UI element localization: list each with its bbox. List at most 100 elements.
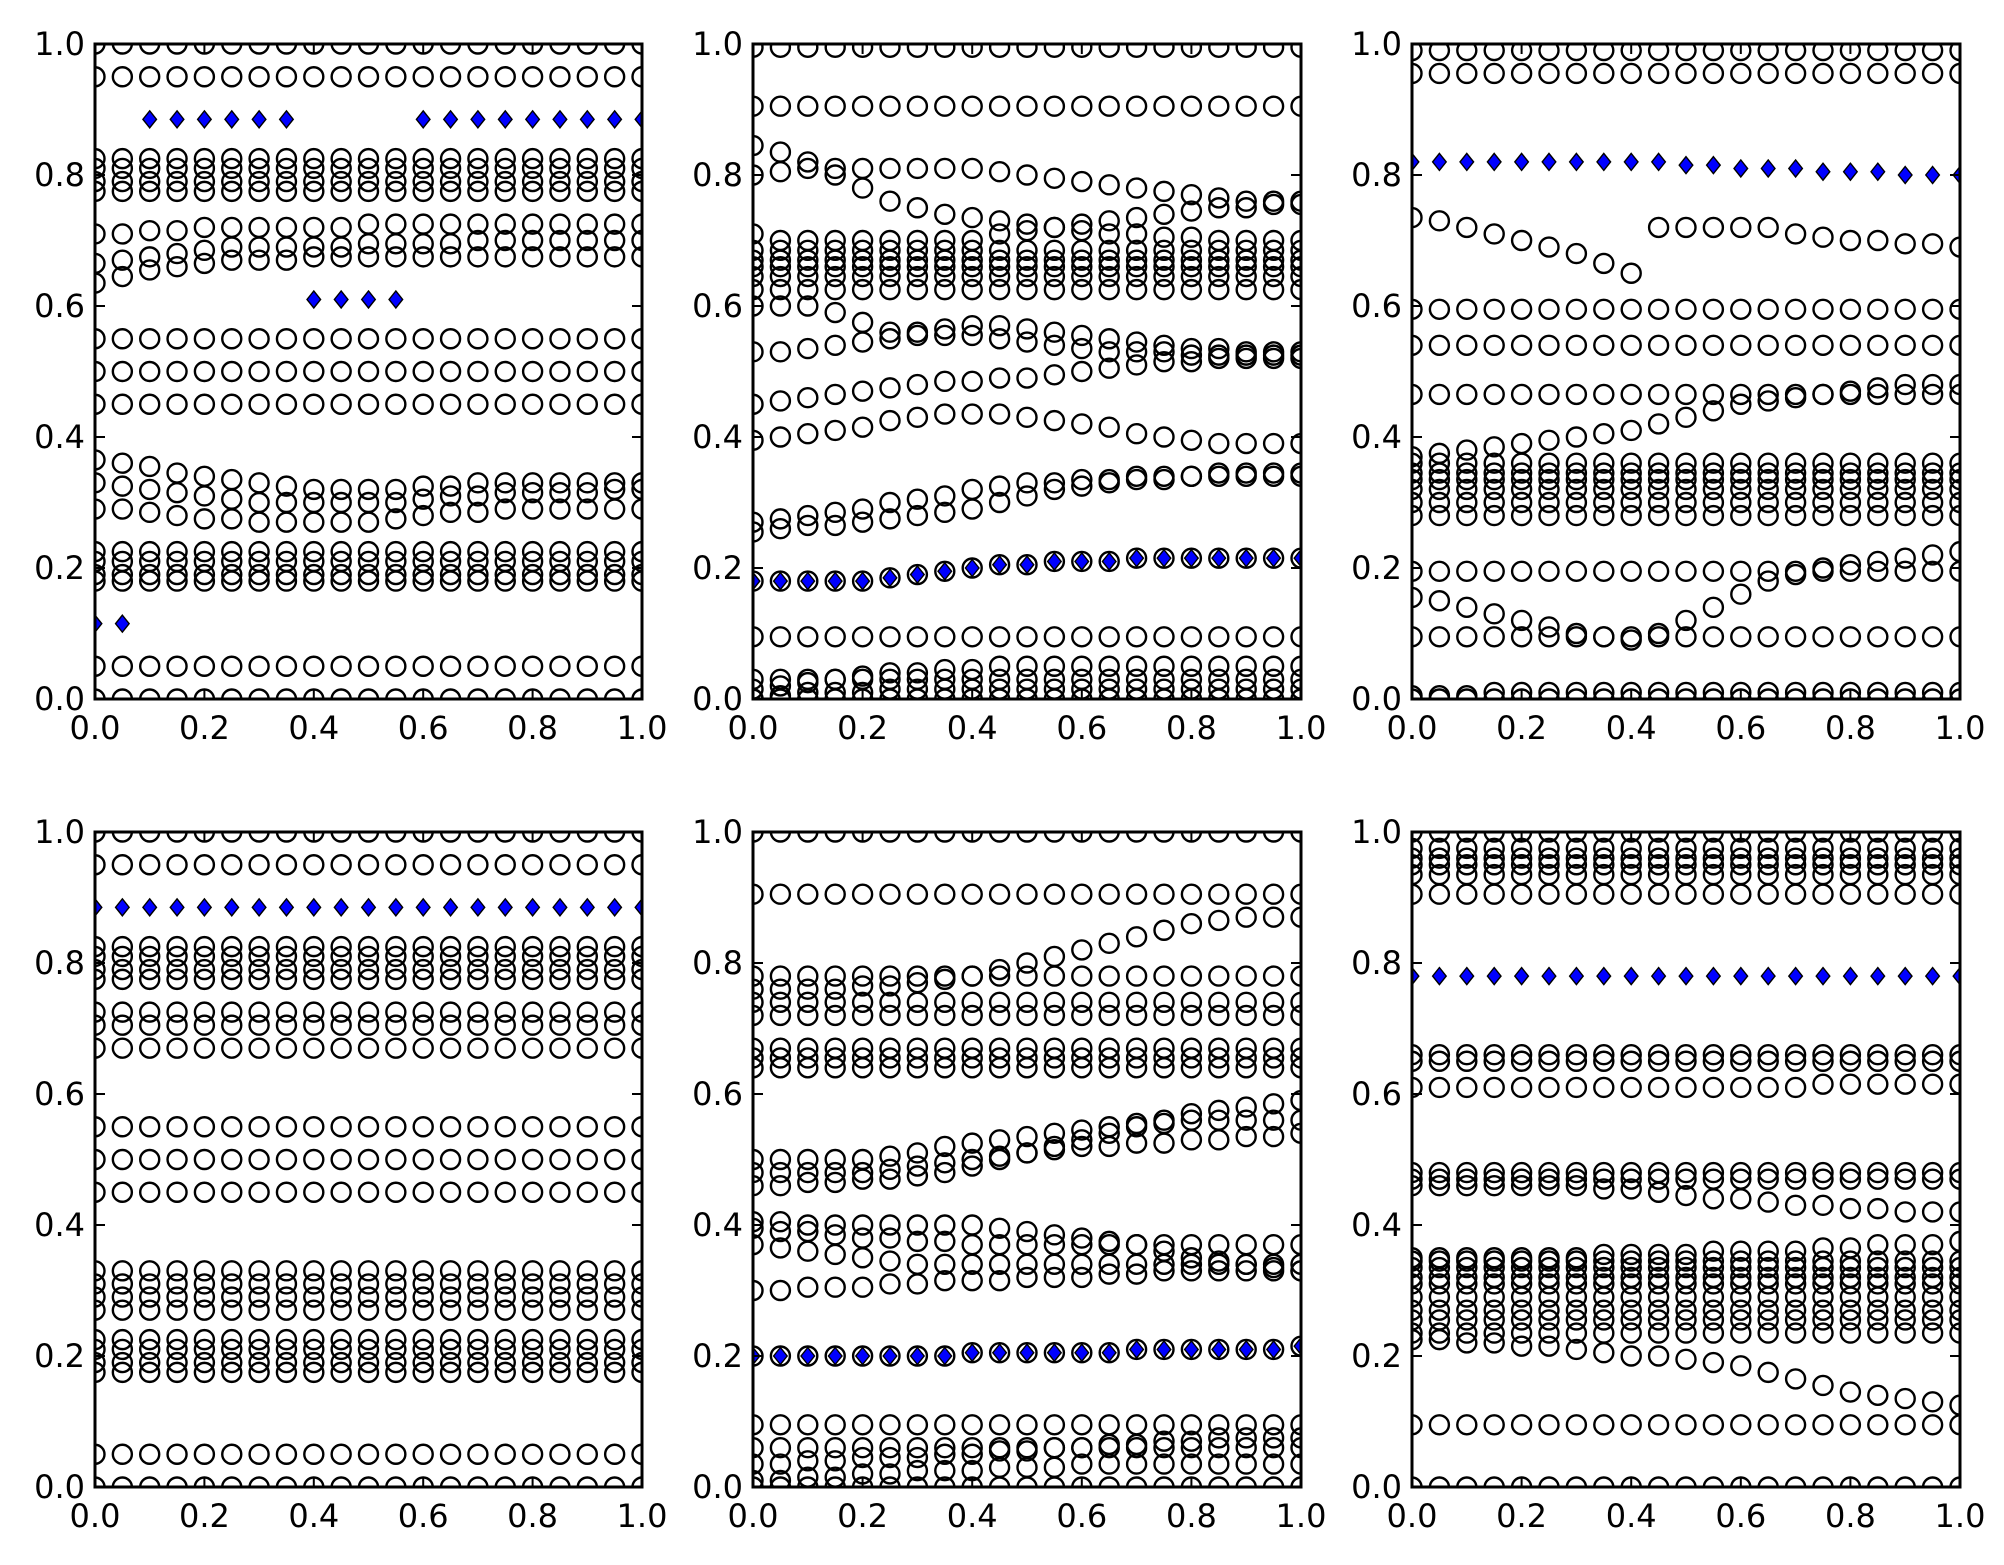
open-circle-point [1620,62,1642,85]
open-circle-point [1043,249,1066,271]
y-tick-label: 0.4 [34,1206,85,1244]
blue-diamond-point [1046,551,1063,572]
open-circle-point [1235,832,1257,843]
open-circle-point [385,170,407,193]
open-circle-point [1784,1194,1807,1217]
y-tick-label: 1.0 [1351,813,1402,851]
open-circle-point [824,1037,846,1059]
open-circle-point [1290,1414,1301,1436]
open-circle-point [1262,278,1285,301]
open-circle-point [1098,44,1120,58]
open-circle-point [275,216,298,239]
open-circle-point [1812,1073,1834,1095]
open-circle-point [549,655,571,677]
open-circle-point [303,1338,325,1361]
open-circle-point [385,1338,407,1361]
open-circle-point [988,314,1011,337]
open-circle-point [769,1237,792,1259]
open-circle-point [412,1260,434,1282]
open-circle-point [1290,44,1301,58]
open-circle-point [1620,1250,1642,1272]
open-circle-point [1921,478,1944,501]
open-circle-point [385,1443,407,1465]
open-circle-point [303,958,325,981]
open-circle-point [1071,1135,1093,1158]
open-circle-point [824,514,846,537]
open-circle-point [1702,596,1725,618]
open-circle-point [1949,334,1960,356]
open-circle-point [934,44,956,58]
open-circle-point [166,44,188,55]
open-circle-point [1949,478,1960,501]
open-circle-point [797,423,819,445]
open-circle-point [1675,1161,1697,1184]
open-circle-point [1921,1299,1944,1321]
open-circle-point [753,1414,764,1436]
open-circle-point [412,968,434,991]
open-circle-point [769,1279,792,1302]
open-circle-point [1483,1256,1505,1279]
open-circle-point [494,393,516,415]
open-circle-point [797,295,819,317]
blue-diamond-point [1101,1343,1117,1363]
open-circle-point [631,1299,642,1321]
open-circle-point [1456,1043,1478,1066]
open-circle-point [1483,468,1505,491]
open-circle-point [1180,1453,1203,1475]
open-circle-point [1730,44,1752,62]
open-circle-point [138,1351,161,1374]
open-circle-point [1702,688,1725,699]
open-circle-point [166,1351,188,1374]
open-circle-point [1510,560,1533,582]
open-circle-point [603,1014,626,1036]
open-circle-point [95,252,106,275]
open-circle-point [467,1328,489,1351]
open-circle-point [1098,1476,1120,1487]
blue-diamond-point [800,1346,816,1366]
open-circle-point [851,278,874,301]
open-circle-point [1428,478,1451,501]
blue-diamond-point [1541,152,1557,172]
open-circle-point [221,1338,243,1361]
open-circle-point [385,1273,407,1295]
open-circle-point [1784,478,1807,501]
open-circle-point [166,1328,188,1351]
open-circle-point [385,213,407,235]
open-circle-point [1290,193,1301,216]
open-circle-point [1675,1476,1697,1487]
open-circle-point [1016,832,1038,843]
open-circle-point [166,1443,188,1465]
blue-diamond-point [1650,152,1667,172]
open-circle-point [961,278,983,301]
open-circle-point [1016,1037,1038,1059]
open-circle-point [576,1361,598,1384]
open-circle-point [769,668,792,691]
open-circle-point [1702,1168,1725,1190]
open-circle-point [879,265,901,288]
open-circle-point [1565,62,1588,85]
blue-diamond-point [991,555,1008,575]
open-circle-point [1428,504,1451,527]
open-circle-point [797,229,819,252]
y-tick-label: 1.0 [1351,25,1402,63]
open-circle-point [769,265,792,288]
blue-diamond-point [442,109,459,129]
open-circle-point [467,563,489,586]
open-circle-point [330,147,352,170]
blue-diamond-point [1459,966,1475,986]
open-circle-point [1757,1043,1779,1066]
open-circle-point [330,393,352,415]
open-circle-point [1016,1220,1038,1243]
open-circle-point [1153,832,1175,843]
open-circle-point [906,1230,929,1253]
open-circle-point [1125,206,1148,229]
open-circle-point [1016,249,1038,271]
open-circle-point [1071,1436,1093,1459]
open-circle-point [1208,1109,1230,1131]
open-circle-point [1538,1414,1560,1436]
open-circle-point [1290,626,1301,648]
blue-diamond-point [1870,966,1886,986]
open-circle-point [631,66,642,88]
open-circle-point [1867,837,1889,860]
open-circle-point [1894,1043,1916,1066]
